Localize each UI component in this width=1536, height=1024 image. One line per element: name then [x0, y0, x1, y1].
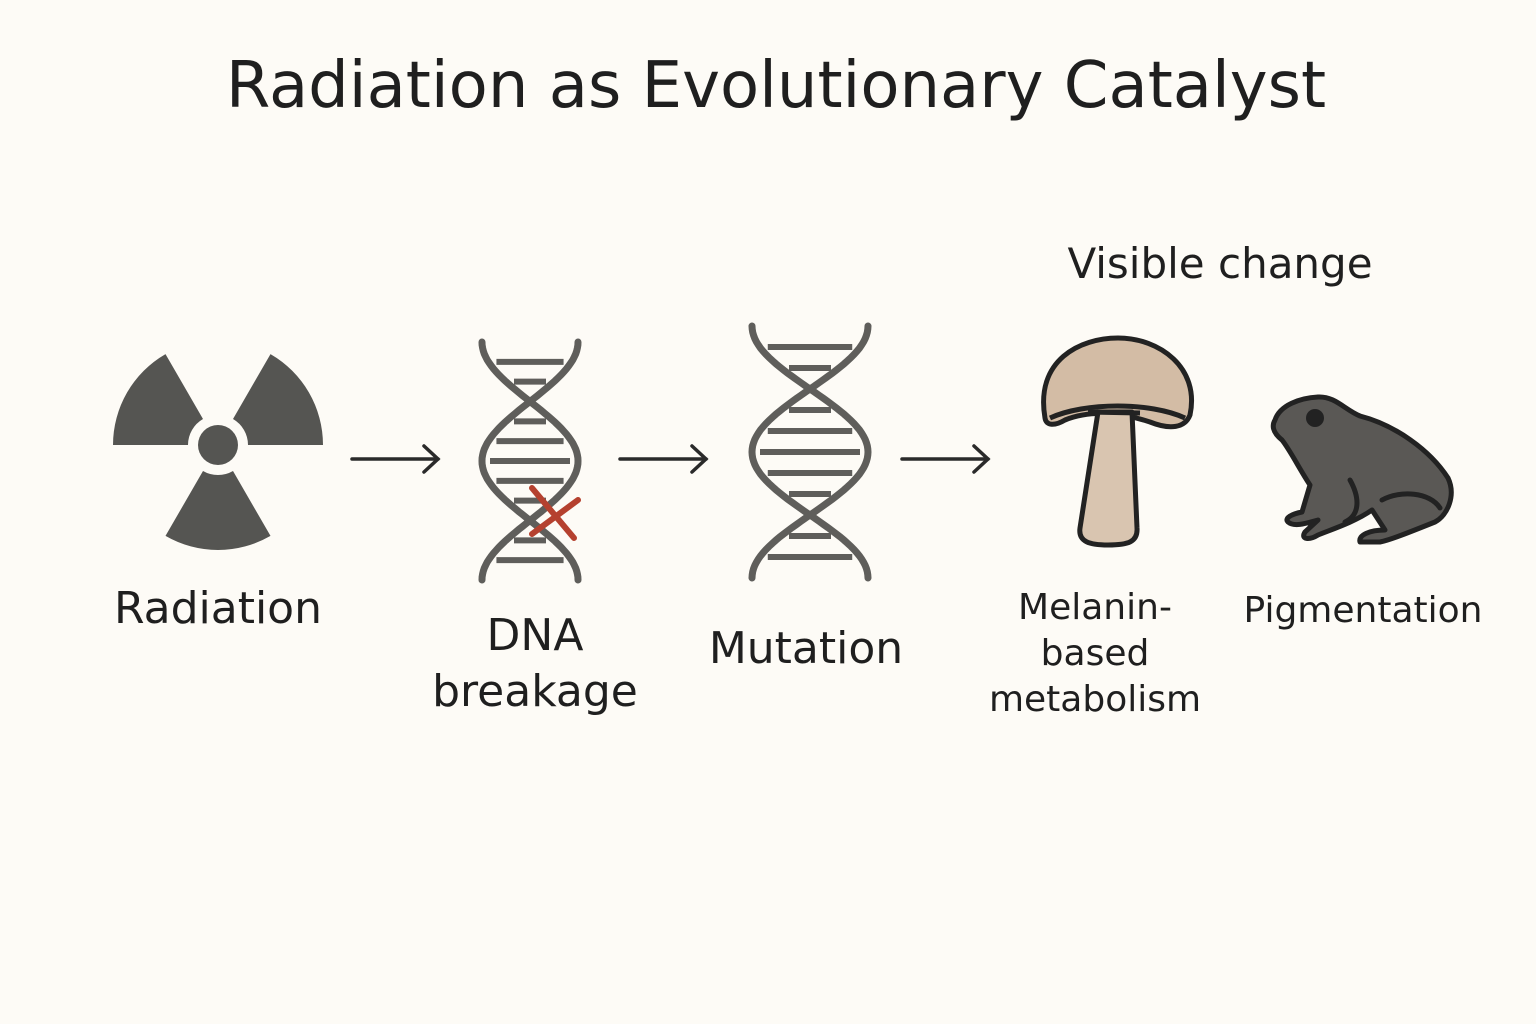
label-line: DNA	[486, 610, 584, 661]
helix-strand	[478, 338, 582, 584]
label-line: breakage	[432, 666, 638, 717]
label-line: metabolism	[988, 679, 1202, 720]
trefoil-center	[198, 425, 238, 465]
step-label-pigmentation: Pigmentation	[1243, 590, 1483, 631]
step-label-mutation: Mutation	[708, 623, 904, 674]
arrow-icon	[900, 444, 991, 474]
frog-icon	[1270, 394, 1454, 545]
helix-strand	[478, 338, 582, 584]
trefoil-blade	[233, 354, 323, 445]
step-label-radiation: Radiation	[114, 583, 322, 634]
label-line: based	[1040, 633, 1150, 674]
helix-strand	[748, 322, 872, 582]
arrow-icon	[618, 444, 709, 474]
mushroom-icon	[1041, 335, 1194, 548]
trefoil-blade	[165, 470, 271, 550]
label-line: Melanin-	[1018, 587, 1172, 628]
break-mark-icon	[529, 485, 581, 541]
helix-strand	[748, 322, 872, 582]
step-label-dna-breakage: DNA breakage	[432, 608, 638, 720]
arrow-icon	[350, 444, 441, 474]
diagram-title: Radiation as Evolutionary Catalyst	[225, 49, 1327, 123]
broken-dna-icon	[478, 338, 582, 584]
trefoil-blade	[113, 354, 203, 445]
step-label-melanin-metabolism: Melanin- based metabolism	[989, 585, 1201, 723]
dna-helix-icon	[748, 322, 872, 582]
visible-change-label: Visible change	[1067, 239, 1373, 288]
radiation-trefoil-icon	[113, 354, 323, 550]
